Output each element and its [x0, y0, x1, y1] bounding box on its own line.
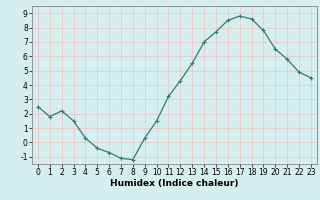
- X-axis label: Humidex (Indice chaleur): Humidex (Indice chaleur): [110, 179, 239, 188]
